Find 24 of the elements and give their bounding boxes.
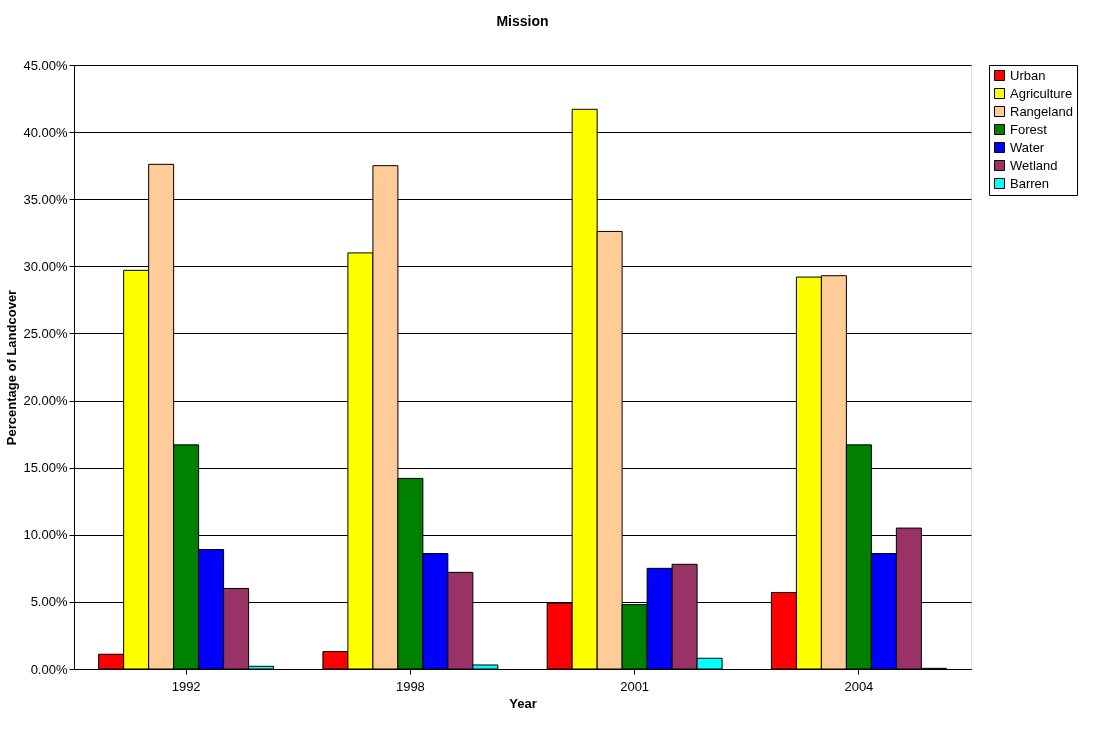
legend-label: Forest xyxy=(1010,121,1048,137)
y-tick-label: 15.00% xyxy=(23,460,68,476)
x-tick-label: 1998 xyxy=(395,678,425,694)
y-tick-label: 30.00% xyxy=(23,258,68,274)
legend-label: Wetland xyxy=(1010,157,1058,173)
legend-label: Agriculture xyxy=(1010,85,1073,101)
x-tick-label: 2001 xyxy=(620,678,650,694)
y-tick-label: 0.00% xyxy=(30,661,68,677)
y-tick-label: 45.00% xyxy=(23,57,68,73)
x-axis-title: Year xyxy=(509,695,537,711)
chart-title: Mission xyxy=(496,13,549,29)
y-tick-label: 10.00% xyxy=(23,527,68,543)
legend-label: Water xyxy=(1010,139,1045,155)
y-axis-title: Percentage of Landcover xyxy=(4,289,20,446)
y-tick-label: 5.00% xyxy=(30,594,68,610)
legend-label: Urban xyxy=(1010,67,1046,83)
legend-label: Barren xyxy=(1010,175,1050,191)
y-tick-label: 25.00% xyxy=(23,325,68,341)
y-tick-label: 20.00% xyxy=(23,393,68,409)
x-tick-label: 2004 xyxy=(844,678,874,694)
y-tick-label: 35.00% xyxy=(23,191,68,207)
legend-label: Rangeland xyxy=(1010,103,1073,119)
x-tick-label: 1992 xyxy=(171,678,201,694)
y-tick-label: 40.00% xyxy=(23,124,68,140)
